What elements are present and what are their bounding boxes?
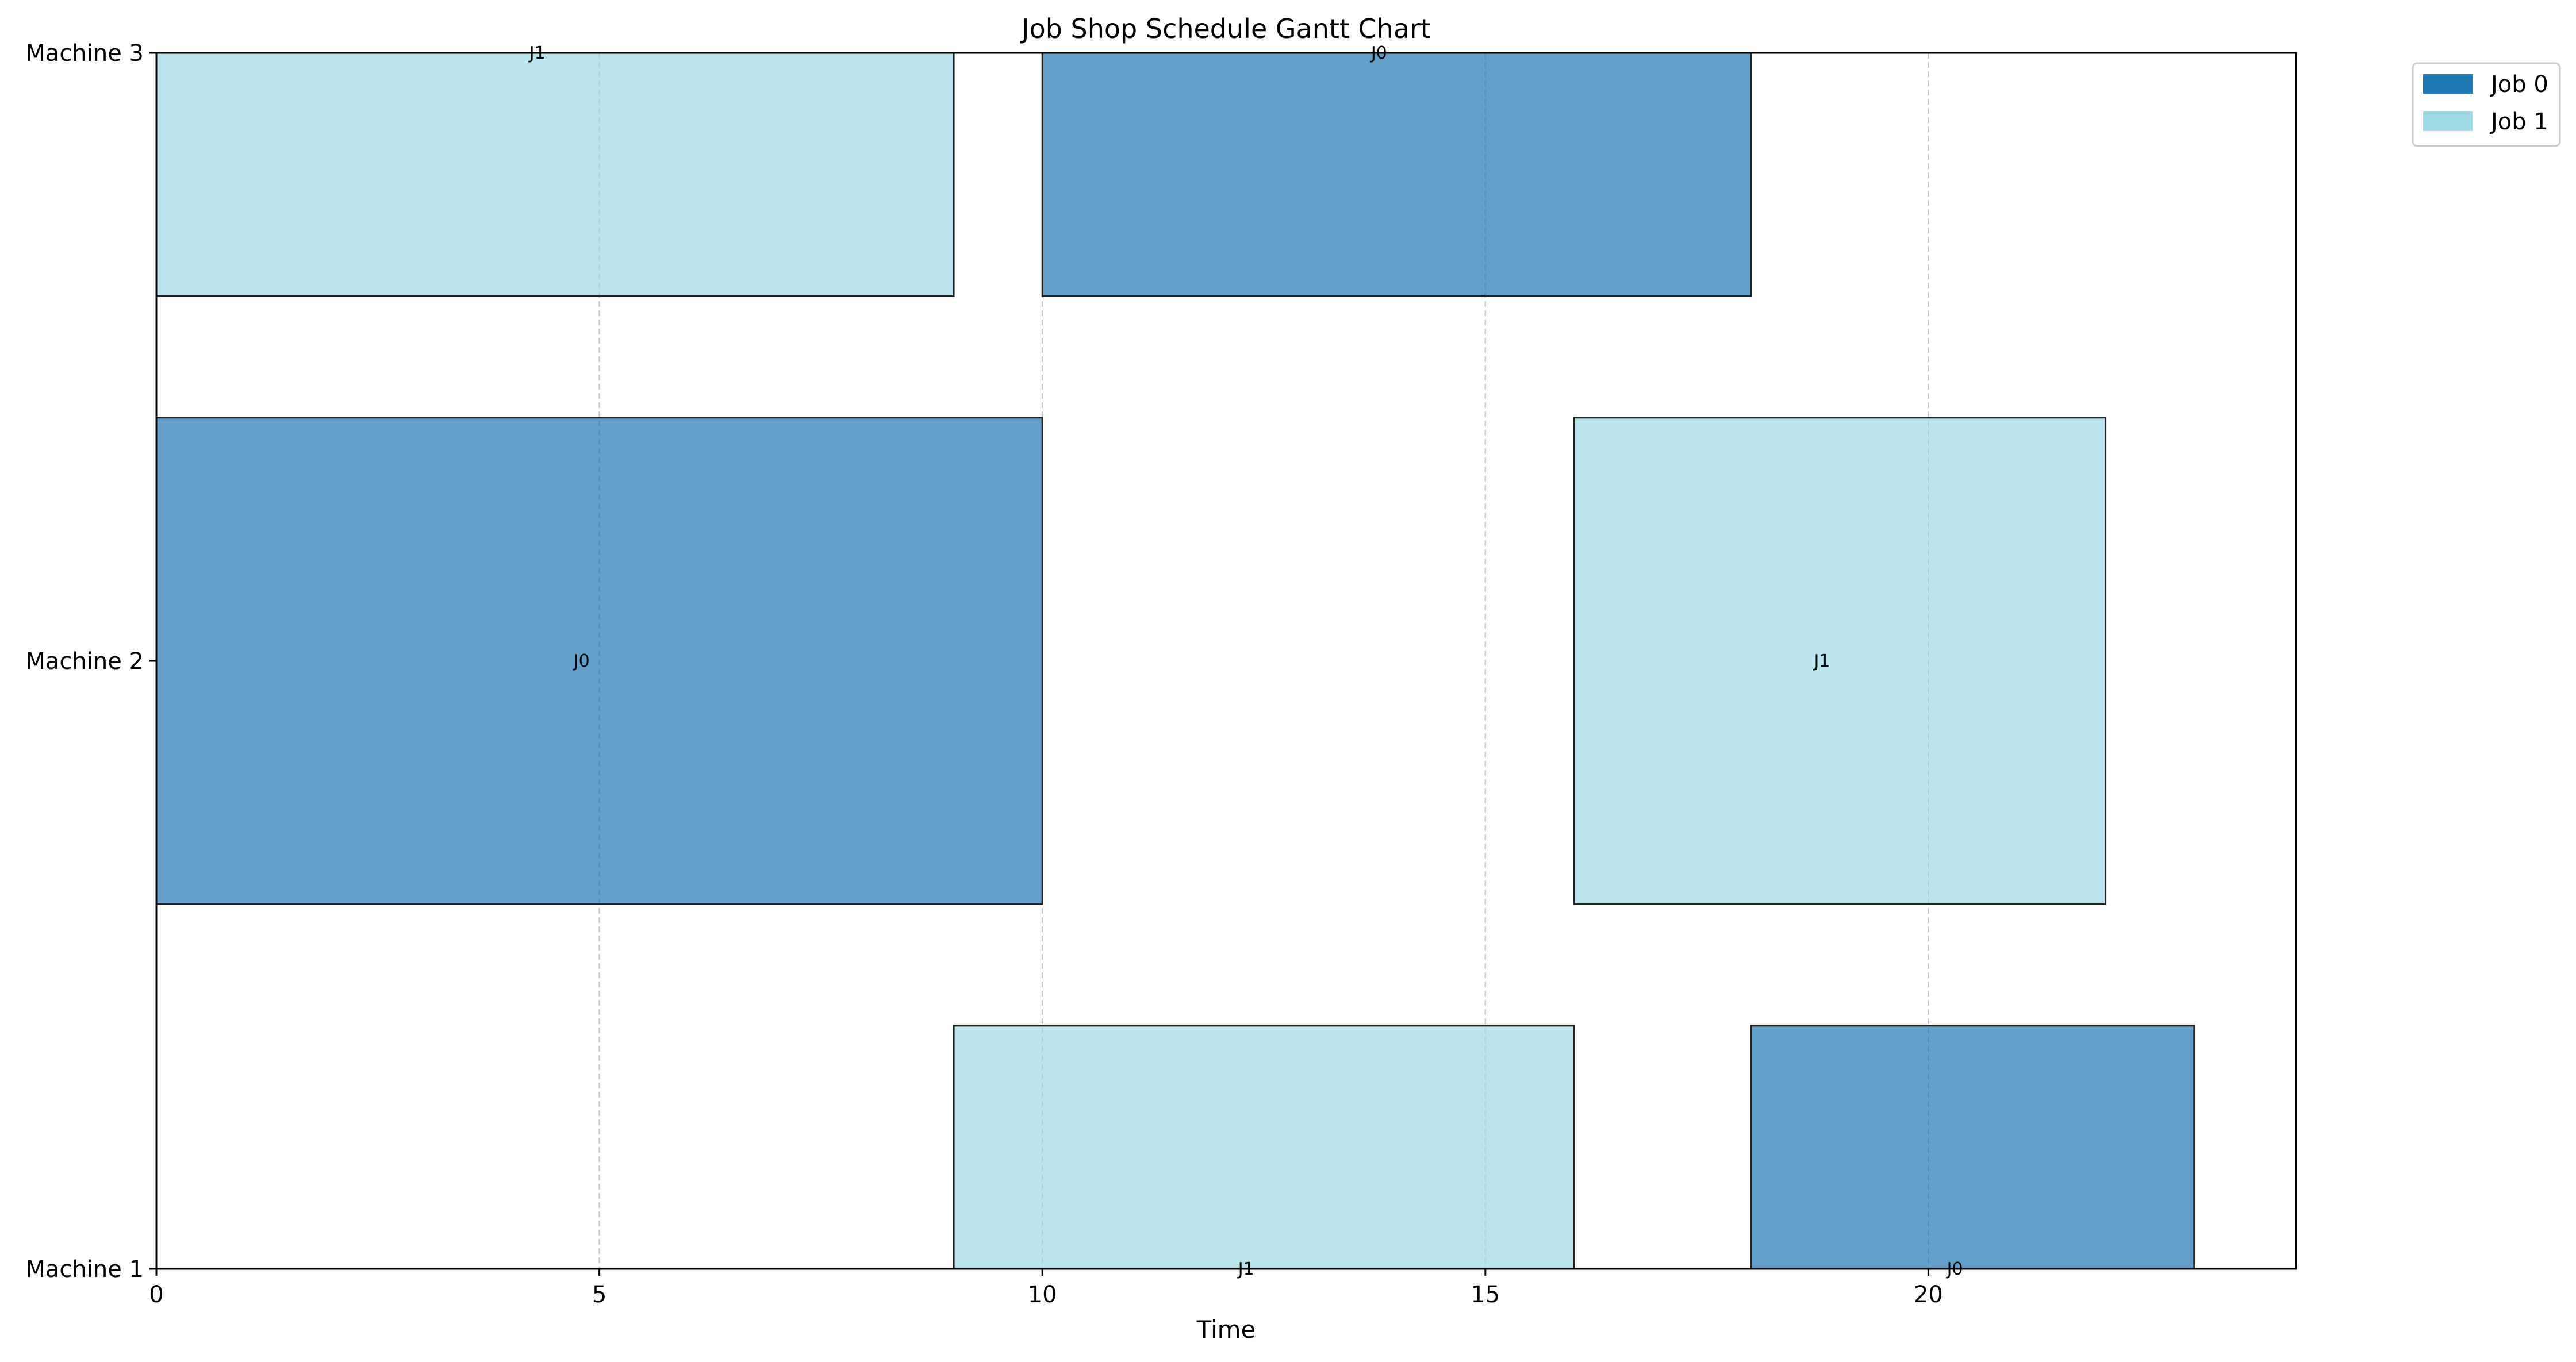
y-tick-label: Machine 2 xyxy=(25,648,144,675)
y-tick-label: Machine 3 xyxy=(25,40,144,67)
gantt-bar xyxy=(1573,417,2107,905)
chart-title: Job Shop Schedule Gantt Chart xyxy=(1020,13,1431,44)
legend-label-job-0: Job 0 xyxy=(2489,71,2548,98)
gantt-bar-label: J1 xyxy=(1813,651,1830,671)
y-tick-label: Machine 1 xyxy=(25,1256,144,1283)
axes-layer: 0 5 10 15 20 Machine 1 Machine 2 Machine 3 xyxy=(25,40,1942,1308)
gantt-bar xyxy=(953,1025,1575,1270)
x-tick-label: 0 xyxy=(149,1282,163,1308)
x-axis-label: Time xyxy=(1196,1315,1256,1344)
gantt-bar xyxy=(1041,52,1752,297)
x-tick-label: 10 xyxy=(1028,1282,1057,1308)
x-tick-label: 15 xyxy=(1471,1282,1500,1308)
x-tick-label: 5 xyxy=(592,1282,606,1308)
legend-swatch-job-0 xyxy=(2423,74,2473,94)
gantt-bar xyxy=(1750,1025,2195,1270)
gantt-bar-label: J0 xyxy=(573,651,590,671)
legend: Job 0 Job 1 xyxy=(2412,62,2561,147)
gantt-bar xyxy=(155,52,955,297)
legend-label-job-1: Job 1 xyxy=(2489,109,2548,135)
legend-swatch-job-1 xyxy=(2423,111,2473,131)
gantt-bar xyxy=(155,417,1043,905)
x-tick-label: 20 xyxy=(1914,1282,1943,1308)
